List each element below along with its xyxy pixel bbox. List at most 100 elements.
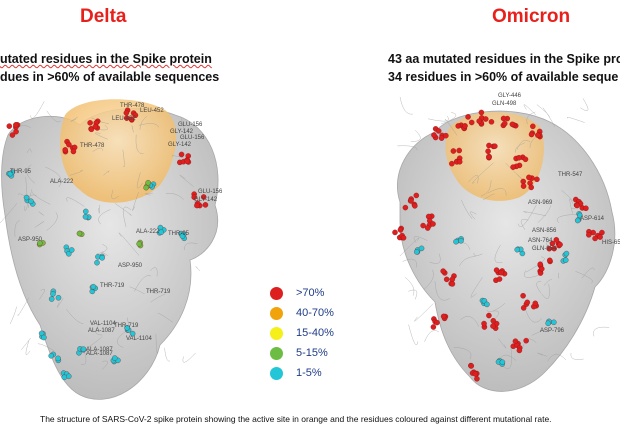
residue-label: ASN-969: [528, 200, 553, 206]
residue-atom: [80, 346, 87, 352]
residue-atom: [62, 147, 68, 153]
legend-swatch: [270, 326, 283, 340]
legend-swatch: [270, 366, 283, 380]
residue-label: VAL-1104: [90, 321, 116, 327]
residue-atom: [592, 235, 598, 242]
residue-atom: [553, 237, 560, 243]
residue-atom: [496, 276, 503, 282]
residue-atom: [547, 257, 553, 264]
residue-atom: [128, 116, 135, 122]
legend-swatch: [270, 346, 283, 360]
residue-label: ALA-1087: [86, 347, 113, 353]
residue-atom: [434, 319, 440, 326]
delta-residue-markers: [6, 107, 209, 381]
legend-item: 40-70%: [270, 303, 334, 323]
residue-label: GLY-142: [194, 197, 218, 203]
residue-label: ASP-950: [118, 263, 143, 269]
residue-label: THR-547: [558, 172, 583, 178]
residue-atom: [520, 183, 527, 189]
residue-atom: [440, 313, 447, 320]
residue-atom: [418, 245, 425, 252]
residue-atom: [123, 110, 130, 116]
residue-atom: [520, 178, 526, 185]
residue-label: ALA-1087: [88, 328, 115, 334]
residue-atom: [476, 118, 482, 124]
residue-atom: [143, 184, 149, 191]
residue-atom: [158, 229, 164, 235]
residue-atom: [485, 148, 491, 154]
legend-swatch: [270, 306, 283, 320]
residue-atom: [481, 320, 487, 327]
residue-atom: [462, 123, 468, 129]
residue-atom: [545, 320, 551, 327]
residue-label: GLY-446: [498, 93, 522, 99]
residue-label: THR-478: [80, 143, 105, 149]
residue-label: ASN-856: [532, 228, 557, 234]
residue-atom: [28, 198, 34, 205]
residue-atom: [82, 214, 89, 220]
residue-atom: [486, 154, 492, 160]
figure-caption: The structure of SARS-CoV-2 spike protei…: [40, 414, 552, 424]
residue-atom: [68, 247, 75, 253]
residue-label: ASP-796: [540, 328, 565, 334]
residue-atom: [430, 324, 437, 330]
residue-label: GLU-156: [198, 189, 223, 195]
residue-atom: [486, 142, 492, 149]
omicron-residue-labels: GLY-446 GLN-498 THR-547 ASN-969 ASN-856 ASN-7…: [492, 93, 620, 334]
residue-atom: [397, 227, 404, 233]
residue-atom: [456, 147, 462, 154]
residue-atom: [450, 148, 457, 154]
residue-atom: [522, 156, 529, 163]
residue-atom: [50, 291, 56, 297]
legend-item: >70%: [270, 283, 334, 303]
residue-atom: [408, 198, 414, 204]
residue-atom: [13, 122, 19, 128]
residue-atom: [577, 212, 583, 219]
residue-atom: [88, 126, 95, 133]
residue-atom: [76, 230, 83, 237]
residue-atom: [583, 205, 589, 211]
residue-atom: [520, 293, 526, 299]
residue-label: ASP-614: [580, 216, 605, 222]
residue-atom: [94, 259, 100, 266]
delta-subtitle-line1: utated residues in the Spike protein: [0, 52, 212, 66]
residue-label: LEU-452: [112, 116, 136, 122]
residue-atom: [435, 128, 442, 134]
residue-atom: [184, 158, 190, 164]
residue-atom: [520, 305, 527, 311]
legend-label: 5-15%: [296, 347, 328, 359]
residue-atom: [557, 241, 563, 248]
residue-atom: [420, 222, 426, 229]
residue-atom: [472, 371, 479, 377]
residue-atom: [200, 194, 207, 200]
residue-label: THR-719: [146, 289, 171, 295]
residue-atom: [488, 119, 495, 125]
residue-atom: [440, 268, 446, 274]
residue-atom: [514, 246, 520, 253]
residue-atom: [55, 355, 61, 362]
residue-atom: [37, 240, 43, 246]
residue-atom: [400, 235, 407, 241]
residue-label: THR-719: [100, 283, 125, 289]
residue-atom: [528, 131, 535, 138]
residue-atom: [87, 120, 93, 126]
legend-label: 15-40%: [296, 327, 334, 339]
residue-label: THR-478: [120, 103, 145, 109]
residue-atom: [443, 132, 449, 139]
residue-atom: [70, 148, 77, 155]
residue-atom: [551, 319, 557, 326]
residue-atom: [482, 116, 489, 122]
residue-atom: [574, 217, 581, 224]
residue-atom: [431, 132, 437, 138]
residue-label: LEU-452: [140, 108, 164, 114]
legend-item: 1-5%: [270, 363, 334, 383]
residue-atom: [48, 296, 55, 302]
residue-atom: [392, 229, 398, 236]
residue-label: GLY-142: [168, 142, 192, 148]
residue-atom: [458, 238, 464, 244]
residue-atom: [499, 359, 506, 365]
residue-atom: [145, 180, 151, 186]
legend-label: 40-70%: [296, 307, 334, 319]
residue-atom: [402, 204, 409, 211]
residue-atom: [574, 202, 580, 209]
